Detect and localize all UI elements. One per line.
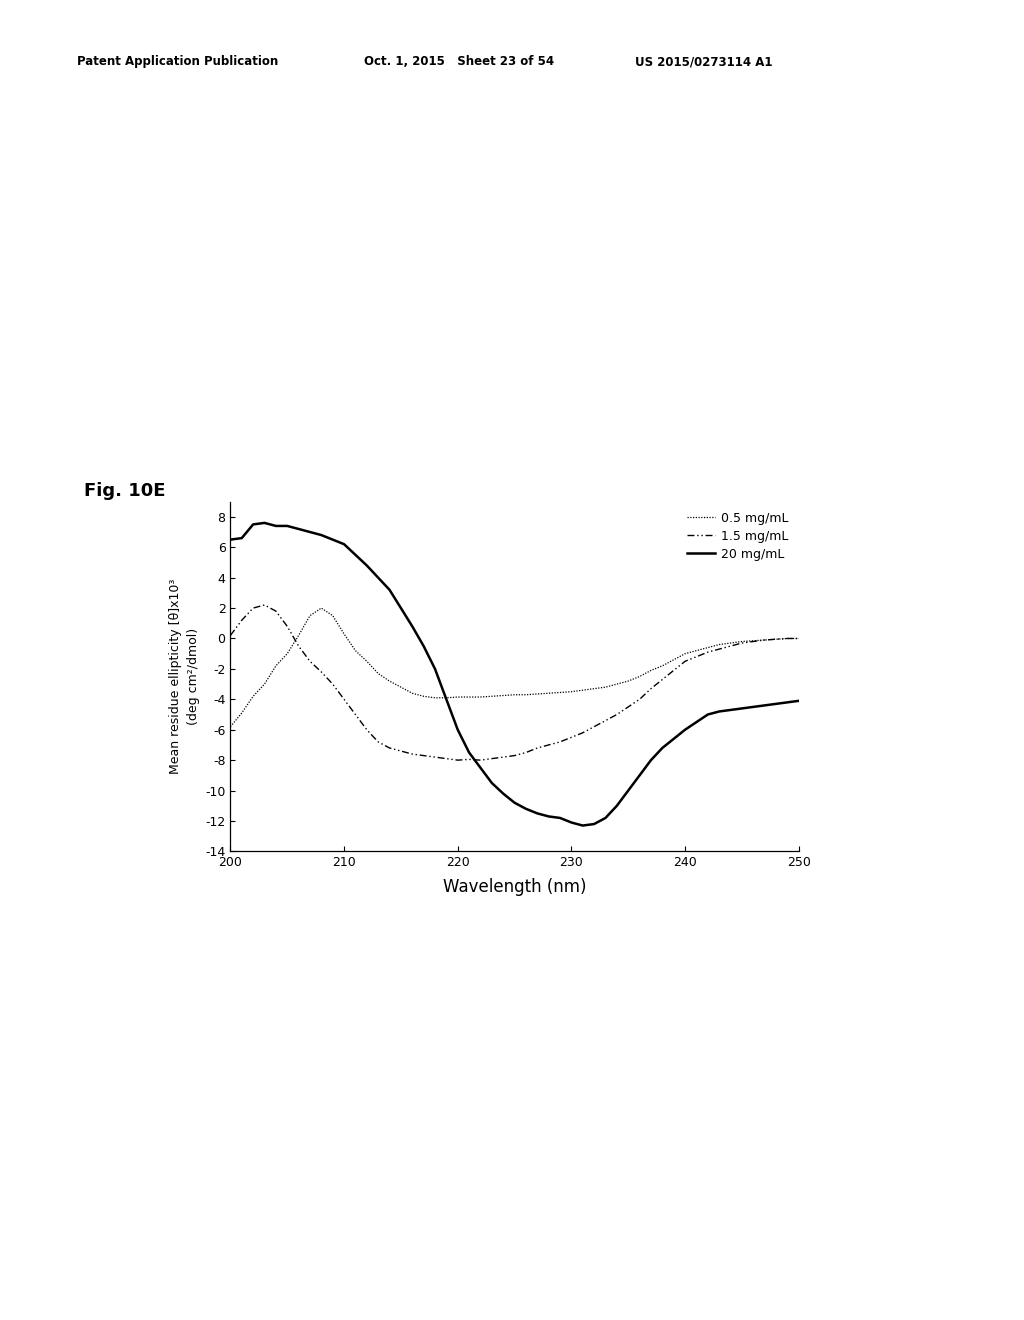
20 mg/mL bbox=[781, 694, 794, 710]
Y-axis label: Mean residue ellipticity [θ]x10³
(deg cm²/dmol): Mean residue ellipticity [θ]x10³ (deg cm… bbox=[169, 578, 200, 775]
20 mg/mL bbox=[577, 817, 589, 833]
Legend: 0.5 mg/mL, 1.5 mg/mL, 20 mg/mL: 0.5 mg/mL, 1.5 mg/mL, 20 mg/mL bbox=[684, 508, 793, 565]
X-axis label: Wavelength (nm): Wavelength (nm) bbox=[442, 878, 587, 895]
1.5 mg/mL bbox=[781, 631, 794, 647]
Text: Fig. 10E: Fig. 10E bbox=[84, 482, 166, 500]
1.5 mg/mL bbox=[224, 627, 237, 643]
1.5 mg/mL bbox=[418, 747, 430, 763]
Line: 1.5 mg/mL: 1.5 mg/mL bbox=[230, 605, 799, 760]
1.5 mg/mL bbox=[623, 700, 635, 715]
1.5 mg/mL bbox=[656, 672, 669, 688]
1.5 mg/mL bbox=[258, 597, 270, 612]
0.5 mg/mL bbox=[418, 688, 430, 704]
Text: Oct. 1, 2015   Sheet 23 of 54: Oct. 1, 2015 Sheet 23 of 54 bbox=[364, 55, 554, 69]
0.5 mg/mL bbox=[315, 601, 328, 616]
20 mg/mL bbox=[656, 741, 669, 756]
20 mg/mL bbox=[258, 515, 270, 531]
20 mg/mL bbox=[418, 638, 430, 653]
1.5 mg/mL bbox=[407, 746, 419, 762]
0.5 mg/mL bbox=[407, 685, 419, 701]
20 mg/mL bbox=[224, 532, 237, 548]
0.5 mg/mL bbox=[360, 653, 373, 669]
Line: 20 mg/mL: 20 mg/mL bbox=[230, 523, 799, 825]
0.5 mg/mL bbox=[610, 676, 623, 692]
20 mg/mL bbox=[793, 693, 805, 709]
0.5 mg/mL bbox=[645, 663, 657, 678]
20 mg/mL bbox=[360, 557, 373, 573]
Text: Patent Application Publication: Patent Application Publication bbox=[77, 55, 279, 69]
20 mg/mL bbox=[407, 618, 419, 634]
0.5 mg/mL bbox=[224, 719, 237, 735]
Text: US 2015/0273114 A1: US 2015/0273114 A1 bbox=[635, 55, 772, 69]
0.5 mg/mL bbox=[781, 631, 794, 647]
Line: 0.5 mg/mL: 0.5 mg/mL bbox=[230, 609, 799, 727]
1.5 mg/mL bbox=[793, 631, 805, 647]
1.5 mg/mL bbox=[360, 722, 373, 738]
0.5 mg/mL bbox=[793, 631, 805, 647]
20 mg/mL bbox=[623, 783, 635, 799]
1.5 mg/mL bbox=[452, 752, 464, 768]
